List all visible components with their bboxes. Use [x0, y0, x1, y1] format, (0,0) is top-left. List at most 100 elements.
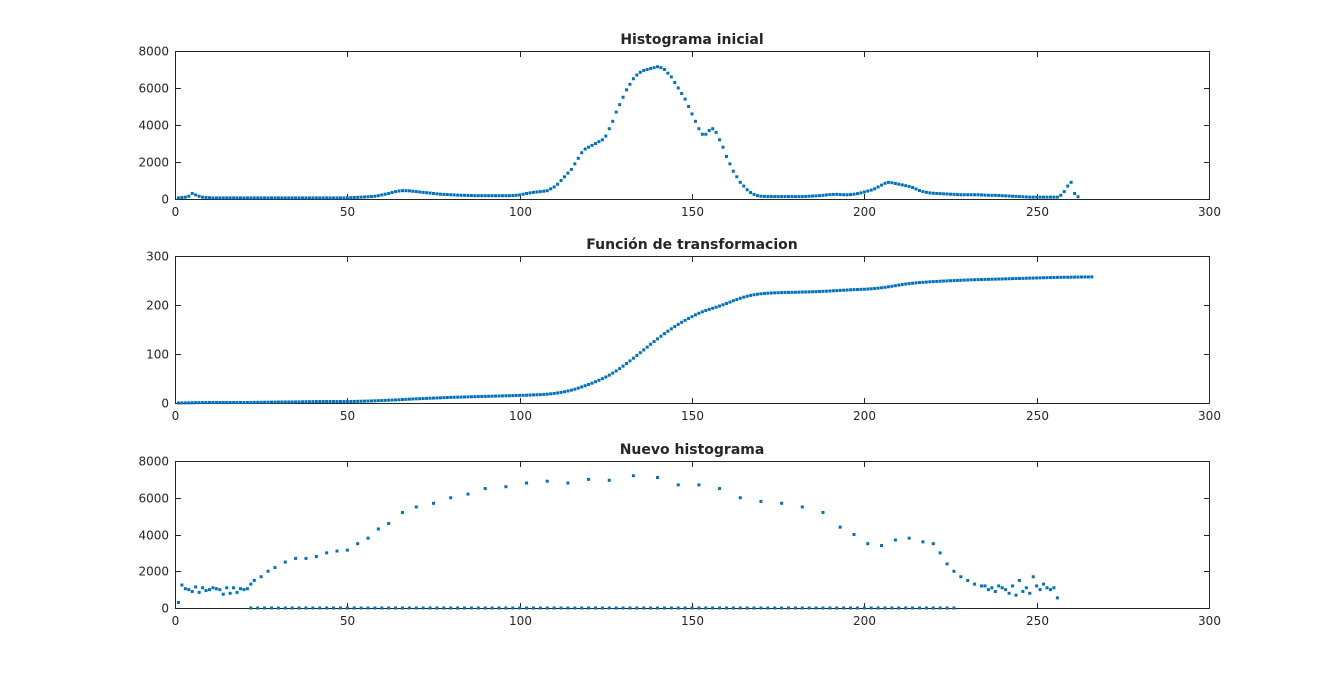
data-point — [600, 138, 604, 142]
x-tick-label: 50 — [340, 614, 355, 628]
data-point — [862, 606, 866, 610]
data-point — [287, 196, 291, 200]
data-point — [990, 586, 994, 590]
data-points — [176, 65, 1080, 200]
data-point — [435, 396, 439, 400]
x-tick-label: 300 — [1198, 614, 1221, 628]
data-point — [411, 397, 415, 401]
data-point — [297, 606, 301, 610]
data-point — [1059, 275, 1063, 279]
data-point — [1042, 582, 1046, 586]
data-point — [724, 154, 728, 158]
data-point — [835, 606, 839, 610]
data-point — [718, 487, 722, 491]
data-point — [1052, 195, 1056, 199]
data-point — [862, 190, 866, 194]
data-point — [587, 382, 591, 386]
x-tick-label: 100 — [509, 409, 532, 423]
data-point — [552, 185, 556, 189]
data-point — [469, 193, 473, 197]
data-point — [635, 606, 639, 610]
data-point — [566, 389, 570, 393]
data-point — [693, 119, 697, 123]
data-point — [883, 606, 887, 610]
x-tick-label: 250 — [1026, 205, 1049, 219]
data-point — [690, 112, 694, 116]
data-point — [893, 181, 897, 185]
data-point — [880, 544, 884, 548]
data-point — [900, 183, 904, 187]
data-point — [818, 289, 822, 293]
data-point — [400, 606, 404, 610]
data-point — [890, 181, 894, 185]
data-point — [314, 555, 318, 559]
data-point — [590, 143, 594, 147]
data-point — [656, 606, 660, 610]
y-tick-label: 2000 — [138, 565, 169, 579]
data-point — [735, 175, 739, 179]
data-point — [359, 606, 363, 610]
data-point — [559, 390, 563, 394]
data-point — [952, 606, 956, 610]
data-point — [580, 151, 584, 155]
data-point — [814, 194, 818, 198]
data-point — [828, 193, 832, 197]
data-point — [580, 385, 584, 389]
data-point — [700, 132, 704, 136]
data-point — [252, 196, 256, 200]
data-point — [628, 82, 632, 86]
data-point — [700, 310, 704, 314]
data-point — [724, 301, 728, 305]
data-point — [432, 191, 435, 195]
x-tick-label: 300 — [1198, 205, 1221, 219]
data-point — [207, 196, 211, 200]
data-point — [804, 290, 808, 294]
data-point — [201, 195, 205, 199]
y-tick-label: 6000 — [138, 492, 169, 506]
data-point — [759, 499, 763, 503]
data-point — [1048, 588, 1052, 592]
data-point — [335, 196, 339, 200]
data-point — [562, 175, 566, 179]
data-point — [335, 549, 339, 553]
data-point — [290, 196, 294, 200]
data-point — [242, 588, 246, 592]
data-point — [504, 394, 508, 398]
data-point — [687, 105, 691, 108]
data-point — [607, 127, 611, 131]
data-point — [290, 606, 294, 610]
data-point — [259, 575, 263, 579]
data-point — [1052, 275, 1056, 279]
data-point — [183, 401, 187, 405]
data-point — [473, 395, 477, 399]
data-point — [1011, 584, 1015, 588]
data-point — [442, 396, 446, 400]
data-point — [611, 371, 615, 375]
data-point — [935, 191, 939, 195]
data-point — [855, 606, 859, 610]
data-point — [583, 147, 587, 151]
data-point — [804, 194, 808, 198]
data-point — [218, 401, 222, 405]
data-point — [876, 606, 880, 610]
data-point — [942, 192, 946, 196]
data-point — [697, 127, 701, 131]
data-point — [566, 481, 570, 485]
data-point — [1069, 275, 1073, 279]
x-tick-label: 50 — [340, 409, 355, 423]
x-tick-label: 0 — [172, 205, 180, 219]
data-point — [1021, 276, 1025, 280]
x-tick-label: 150 — [681, 205, 704, 219]
data-points — [176, 474, 1059, 610]
data-point — [962, 278, 966, 282]
data-point — [356, 399, 360, 403]
data-point — [683, 606, 687, 610]
data-point — [314, 400, 318, 404]
data-point — [704, 606, 708, 610]
data-point — [583, 384, 587, 388]
data-point — [507, 194, 511, 198]
data-point — [990, 193, 994, 197]
data-point — [442, 192, 446, 196]
data-point — [590, 381, 594, 385]
data-point — [645, 345, 649, 349]
